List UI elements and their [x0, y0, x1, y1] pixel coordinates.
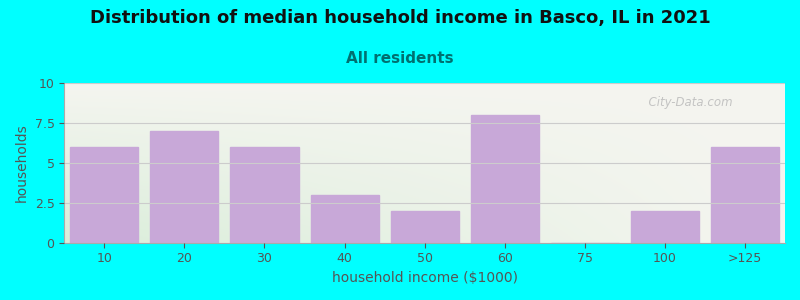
Bar — [230, 147, 298, 243]
Bar — [470, 115, 538, 243]
Bar — [390, 211, 458, 243]
Text: All residents: All residents — [346, 51, 454, 66]
Y-axis label: households: households — [15, 124, 29, 202]
Bar — [631, 211, 699, 243]
X-axis label: household income ($1000): household income ($1000) — [332, 271, 518, 285]
Bar — [711, 147, 779, 243]
Text: Distribution of median household income in Basco, IL in 2021: Distribution of median household income … — [90, 9, 710, 27]
Bar — [70, 147, 138, 243]
Bar — [310, 195, 378, 243]
Bar — [150, 131, 218, 243]
Text: City-Data.com: City-Data.com — [641, 96, 733, 109]
